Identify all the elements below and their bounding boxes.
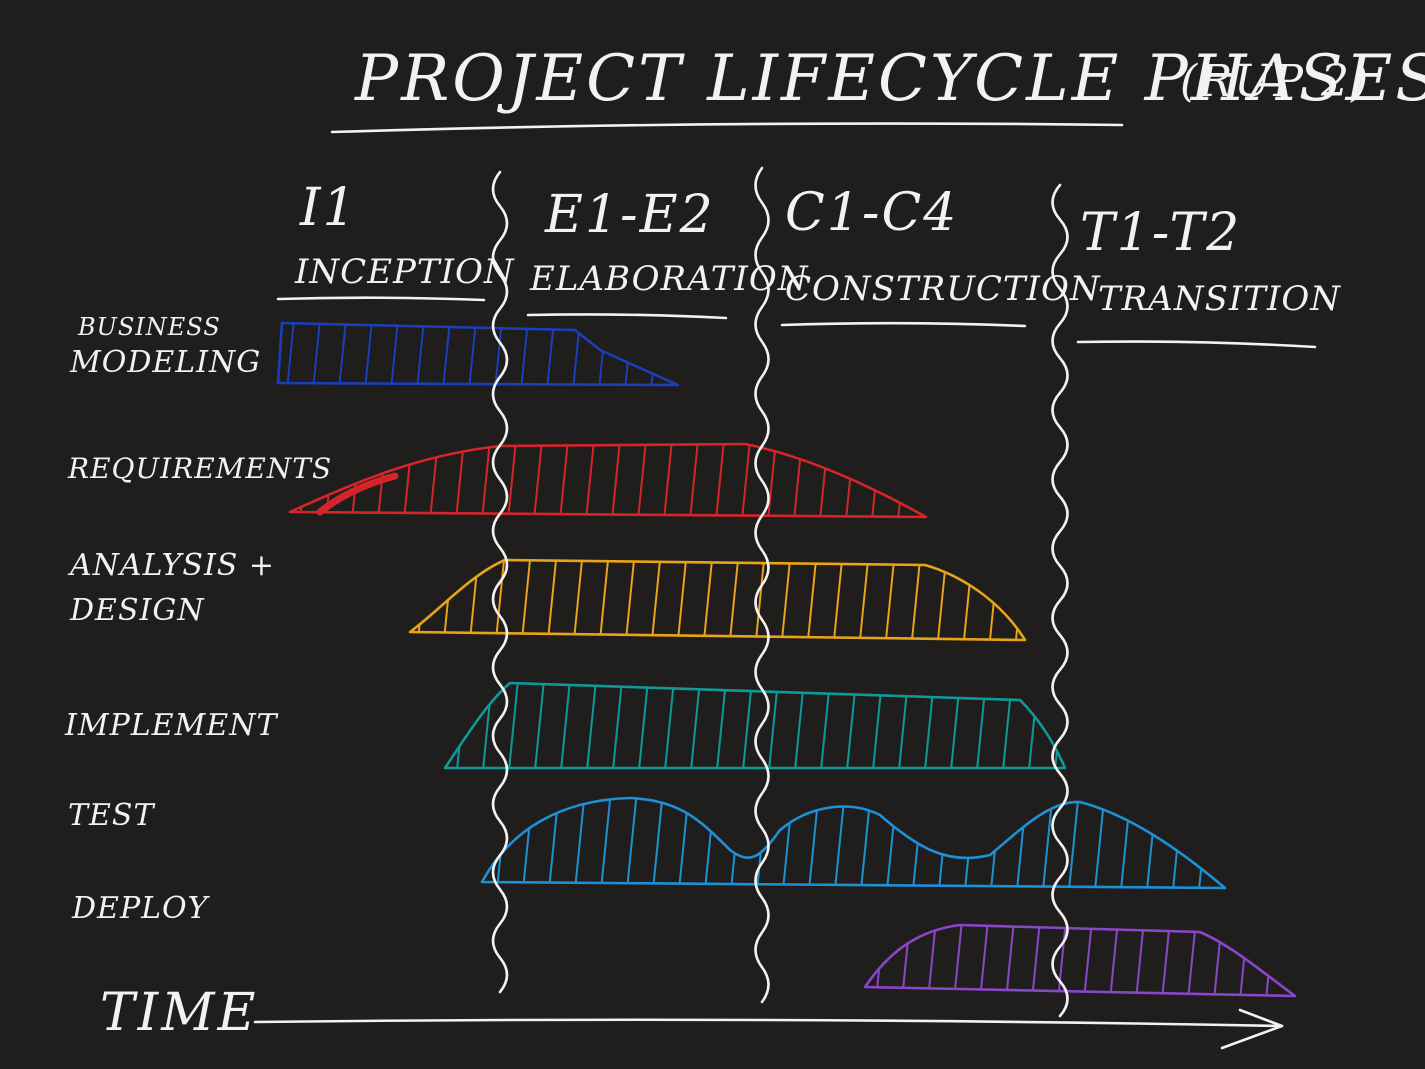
hump-outline (288, 442, 928, 519)
hump-analysis-design (408, 558, 1027, 642)
phase-underline (526, 313, 728, 320)
discipline-label-analysis-design: ANALYSIS + DESIGN (67, 548, 275, 628)
hump-hatching (865, 925, 1295, 996)
discipline-line1: TEST (68, 798, 155, 833)
diagram-title: PROJECT LIFECYCLE PHASES (354, 42, 1425, 116)
time-axis-line (253, 1018, 1284, 1028)
phase-name: CONSTRUCTION (785, 269, 1101, 309)
time-axis-arrowhead (1220, 1008, 1284, 1050)
discipline-label-deploy: DEPLOY (71, 891, 211, 926)
diagram-subtitle: (RUP 2) (1180, 56, 1370, 107)
phase-header-inception: I1 INCEPTION (276, 178, 515, 302)
phase-name: ELABORATION (529, 259, 809, 299)
discipline-line1: ANALYSIS + (67, 548, 275, 583)
hump-hatching (290, 444, 926, 517)
discipline-label-implement: IMPLEMENT (64, 708, 278, 743)
hump-requirements (288, 442, 928, 519)
phase-code: T1-T2 (1080, 203, 1241, 263)
phase-code: C1-C4 (785, 183, 958, 243)
discipline-line2: MODELING (69, 345, 261, 380)
discipline-label-test: TEST (68, 798, 155, 833)
hump-outline (863, 923, 1297, 998)
phase-header-transition: T1-T2 TRANSITION (1076, 203, 1341, 349)
hump-outline (276, 321, 680, 387)
discipline-humps (276, 321, 1297, 998)
hump-hatching (410, 560, 1025, 640)
hump-hatching (278, 323, 678, 385)
hump-deploy (863, 923, 1297, 998)
divider-elaboration-construction (754, 166, 770, 1004)
phase-underline (1076, 340, 1317, 349)
hump-hatching (482, 798, 1225, 888)
discipline-label-requirements: REQUIREMENTS (67, 452, 332, 485)
hump-business-modeling (276, 321, 680, 387)
hump-outline (408, 558, 1027, 642)
phase-underline (780, 321, 1027, 328)
phase-header-construction: C1-C4 CONSTRUCTION (780, 183, 1101, 328)
discipline-line1: DEPLOY (71, 891, 211, 926)
hump-test (480, 796, 1227, 890)
requirements-accent-stroke (316, 472, 399, 516)
discipline-label-business-modeling: BUSINESS MODELING (69, 313, 261, 380)
discipline-line1: BUSINESS (77, 313, 221, 341)
hump-implement (443, 681, 1067, 770)
phase-dividers (491, 166, 1069, 1018)
divider-inception-elaboration (491, 170, 509, 994)
discipline-line1: REQUIREMENTS (67, 452, 332, 485)
phase-code: I1 (299, 178, 358, 238)
hump-hatching (445, 683, 1065, 768)
phase-header-elaboration: E1-E2 ELABORATION (526, 185, 809, 320)
time-axis-label: TIME (100, 983, 258, 1043)
phase-name: TRANSITION (1098, 279, 1341, 319)
discipline-line2: DESIGN (69, 593, 205, 628)
divider-construction-transition (1051, 183, 1069, 1018)
hump-outline (480, 796, 1227, 890)
phase-underline (276, 296, 486, 302)
hump-outline (443, 681, 1067, 770)
title-underline (330, 122, 1124, 134)
phase-name: INCEPTION (294, 252, 515, 292)
phase-code: E1-E2 (544, 185, 715, 245)
discipline-line1: IMPLEMENT (64, 708, 278, 743)
